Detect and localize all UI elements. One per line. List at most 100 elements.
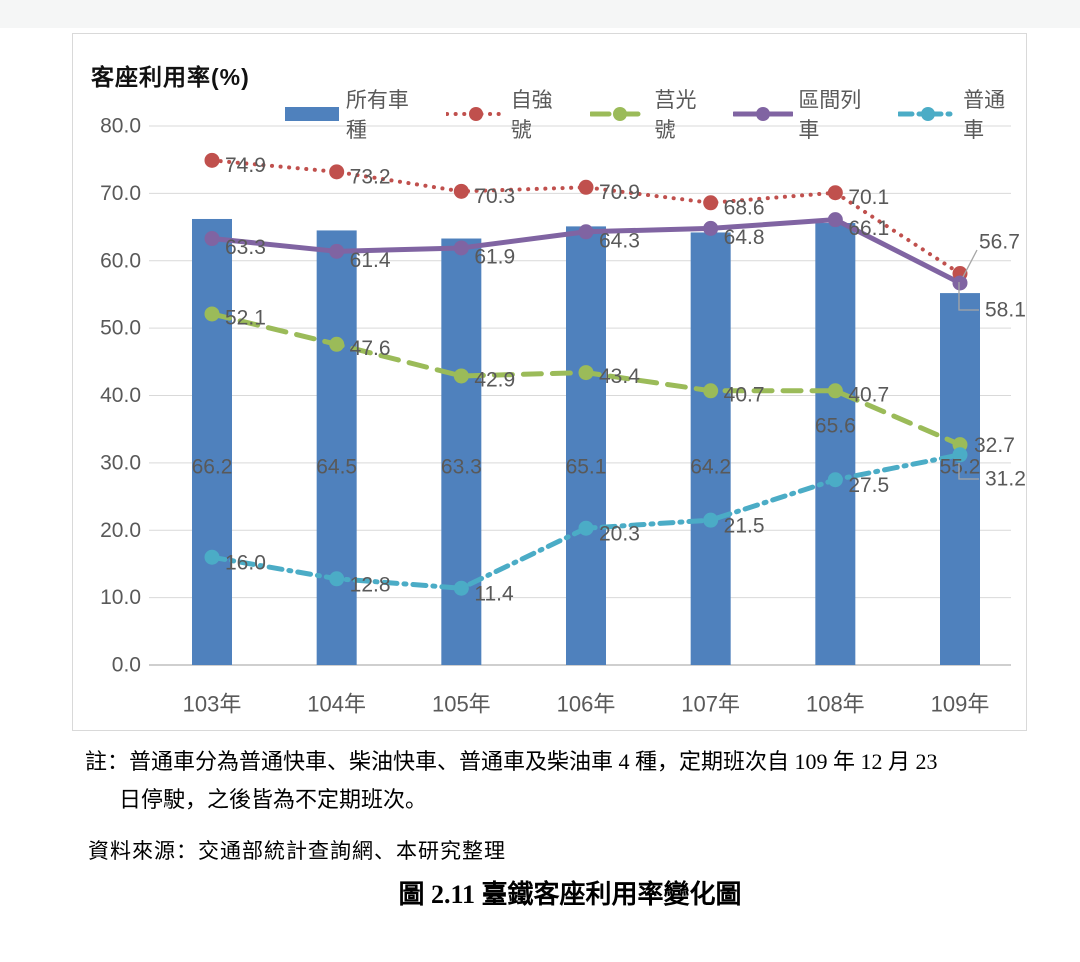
- line-value-label: 20.3: [599, 523, 640, 546]
- data-point-marker: [578, 520, 594, 536]
- legend-swatch-solid-line-icon: [733, 107, 794, 121]
- data-point-marker: [952, 275, 968, 291]
- y-tick-label: 50.0: [100, 317, 141, 340]
- legend-item-local-train: 區間列車: [733, 84, 882, 144]
- line-value-label: 70.9: [599, 181, 640, 204]
- legend-item-tzuchiang: 自強號: [445, 84, 574, 144]
- y-tick-label: 70.0: [100, 182, 141, 205]
- line-value-label: 58.1: [985, 299, 1026, 322]
- line-value-label: 63.3: [225, 236, 266, 259]
- x-tick-label: 107年: [681, 692, 740, 717]
- bar: [690, 232, 731, 665]
- y-tick-label: 80.0: [100, 115, 141, 138]
- line-value-label: 70.3: [474, 185, 515, 208]
- data-point-marker: [703, 220, 719, 236]
- line-value-label: 52.1: [225, 306, 266, 329]
- legend-item-all-trains: 所有車種: [285, 84, 430, 144]
- top-strip: [0, 0, 1080, 28]
- line-value-label: 56.7: [979, 231, 1020, 254]
- data-point-marker: [827, 185, 843, 201]
- line-value-label: 12.8: [350, 573, 391, 596]
- line-value-label: 64.3: [599, 229, 640, 252]
- line-value-label: 32.7: [974, 434, 1015, 457]
- data-point-marker: [578, 224, 594, 240]
- note-text-line1: 註：普通車分為普通快車、柴油快車、普通車及柴油車 4 種，定期班次自 109 年…: [85, 749, 938, 774]
- legend-item-ordinary-train: 普通車: [898, 84, 1026, 144]
- bar-value-label: 64.2: [690, 456, 731, 479]
- data-point-marker: [453, 183, 469, 199]
- line-value-label: 40.7: [848, 383, 889, 406]
- data-point-marker: [578, 365, 594, 381]
- line-value-label: 61.9: [474, 245, 515, 268]
- bar-value-label: 55.2: [940, 456, 981, 479]
- chart-legend: 所有車種 自強號 莒光號 區間列車 普通車: [285, 84, 1026, 144]
- chart-plot-area: 0.0 10.0 20.0 30.0 40.0 50.0 60.0 70.0 80.0 103年 1…: [73, 34, 1028, 732]
- legend-swatch-dashdot-line-icon: [898, 107, 959, 121]
- data-point-marker: [329, 336, 345, 352]
- data-point-marker: [952, 447, 968, 463]
- x-tick-label: 104年: [307, 692, 366, 717]
- bar-value-label: 63.3: [441, 456, 482, 479]
- x-tick-label: 108年: [806, 692, 865, 717]
- line-value-label: 70.1: [848, 186, 889, 209]
- x-tick-label: 106年: [557, 692, 616, 717]
- line-value-label: 61.4: [350, 249, 391, 272]
- legend-label: 區間列車: [798, 89, 862, 142]
- x-tick-label: 105年: [432, 692, 491, 717]
- legend-swatch-dotted-line-icon: [445, 107, 506, 121]
- y-tick-label: 60.0: [100, 249, 141, 272]
- data-point-marker: [453, 580, 469, 596]
- line-value-label: 68.6: [724, 196, 765, 219]
- x-tick-label: 103年: [183, 692, 242, 717]
- data-point-marker: [329, 571, 345, 587]
- leader-line: [958, 463, 979, 480]
- line-value-label: 64.8: [724, 226, 765, 249]
- data-point-marker: [827, 383, 843, 399]
- data-point-marker: [453, 368, 469, 384]
- y-tick-label: 40.0: [100, 384, 141, 407]
- data-point-marker: [827, 212, 843, 228]
- data-point-marker: [703, 383, 719, 399]
- line-value-label: 43.4: [599, 365, 640, 388]
- y-tick-label: 30.0: [100, 451, 141, 474]
- data-point-marker: [703, 195, 719, 211]
- chart-title: 客座利用率(%): [91, 64, 250, 90]
- legend-item-chukuang: 莒光號: [589, 84, 718, 144]
- leader-line: [962, 249, 978, 278]
- bar: [566, 226, 606, 666]
- legend-label: 莒光號: [654, 89, 697, 142]
- bar-value-label: 64.5: [316, 456, 357, 479]
- source-text: 資料來源：交通部統計查詢網、本研究整理: [88, 839, 506, 863]
- data-point-marker: [453, 240, 469, 256]
- line-value-label: 16.0: [225, 552, 266, 575]
- data-point-marker: [329, 164, 345, 180]
- y-tick-label: 20.0: [100, 519, 141, 542]
- y-tick-label: 0.0: [112, 654, 141, 677]
- leader-line: [958, 282, 979, 311]
- data-point-marker: [204, 152, 220, 168]
- bar: [815, 223, 856, 665]
- data-point-marker: [204, 231, 220, 247]
- line-value-label: 74.9: [225, 154, 266, 177]
- bar-value-label: 65.1: [566, 456, 607, 479]
- line-value-label: 11.4: [474, 583, 514, 606]
- data-point-marker: [578, 179, 594, 195]
- line-value-label: 66.1: [848, 217, 889, 240]
- line-value-label: 47.6: [350, 337, 391, 360]
- line-value-label: 21.5: [724, 515, 765, 538]
- line-value-label: 42.9: [474, 368, 515, 391]
- bar-value-label: 66.2: [192, 456, 233, 479]
- x-tick-label: 109年: [931, 692, 990, 717]
- line-value-label: 31.2: [985, 468, 1026, 491]
- legend-label: 所有車種: [345, 89, 409, 142]
- line-value-label: 40.7: [724, 383, 765, 406]
- legend-label: 普通車: [963, 89, 1006, 142]
- legend-swatch-bar-icon: [285, 107, 339, 121]
- data-point-marker: [204, 306, 220, 322]
- chart-panel: 0.0 10.0 20.0 30.0 40.0 50.0 60.0 70.0 80.0 103年 1…: [72, 33, 1027, 731]
- line-value-label: 27.5: [848, 474, 889, 497]
- data-point-marker: [329, 243, 345, 259]
- line-value-label: 73.2: [350, 165, 391, 188]
- legend-swatch-dashed-line-icon: [589, 107, 650, 121]
- figure-caption: 圖 2.11 臺鐵客座利用率變化圖: [398, 880, 742, 909]
